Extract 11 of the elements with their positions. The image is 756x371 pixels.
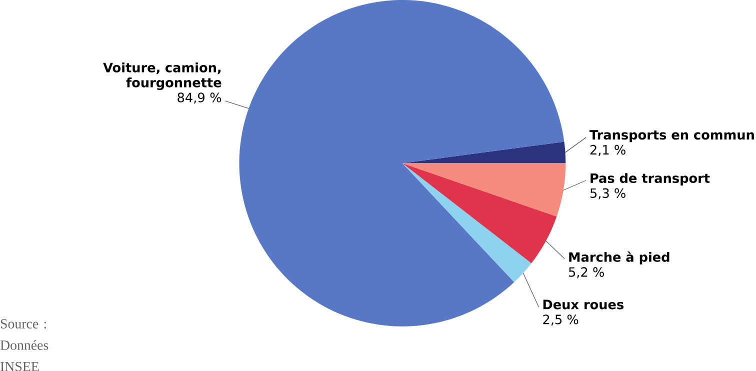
data-label: 5,3 %	[590, 188, 626, 200]
data-label: 5,2 %	[568, 267, 604, 278]
slice-label: Transports en commun	[590, 130, 754, 142]
slice-label: Pas de transport	[590, 172, 710, 186]
data-label: 2,5 %	[543, 314, 578, 326]
slice-label: Marche à pied	[569, 251, 670, 264]
source-note: Source : Données INSEE	[0, 319, 48, 371]
data-label: 2,1 %	[590, 144, 626, 156]
slice-label: Voiture, camion, fourgonnette	[103, 62, 222, 90]
data-label: 84,9 %	[178, 92, 222, 104]
slice-label: Deux roues	[543, 300, 624, 310]
